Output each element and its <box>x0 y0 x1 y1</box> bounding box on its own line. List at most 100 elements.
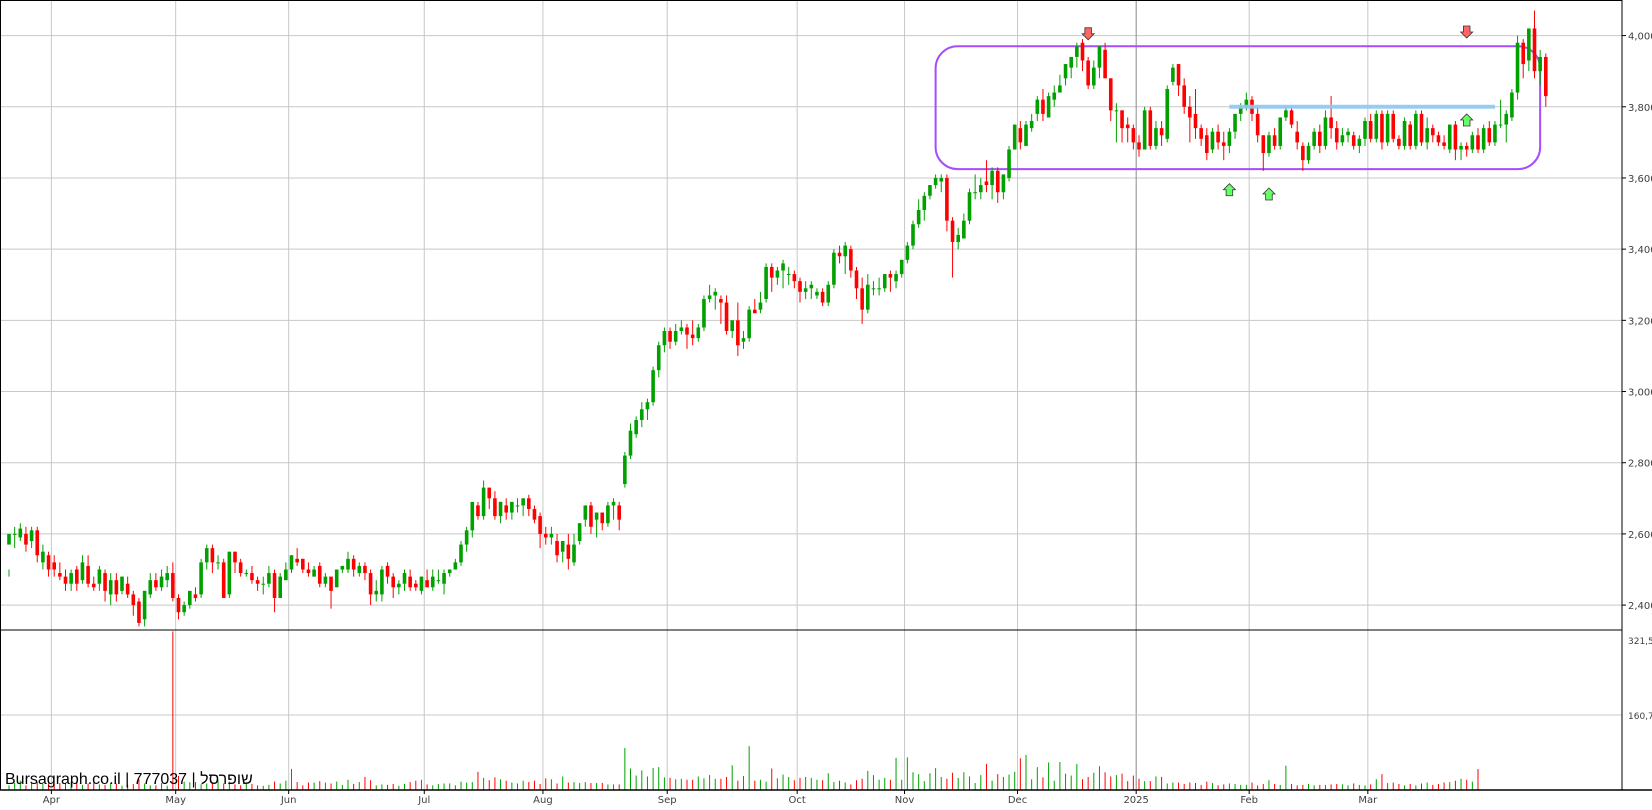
candle <box>244 569 249 577</box>
candle-body <box>1035 99 1040 114</box>
candle-body <box>1515 42 1520 93</box>
candle-body <box>1498 124 1503 126</box>
price-tick-label: 2,400 <box>1628 601 1652 612</box>
candle <box>1058 74 1062 93</box>
candle-body <box>1346 131 1350 136</box>
candle <box>1527 28 1531 72</box>
candle-body <box>1476 135 1480 150</box>
candle-body <box>86 565 90 584</box>
time-tick-label: Apr <box>43 795 61 806</box>
candle <box>289 555 294 574</box>
candle <box>730 320 734 339</box>
candle <box>1498 99 1503 129</box>
candle-body <box>577 523 582 542</box>
candle <box>459 541 463 566</box>
candle <box>979 177 983 200</box>
candle-body <box>267 573 271 584</box>
candle <box>758 291 763 314</box>
candle <box>1284 106 1288 122</box>
candle <box>510 501 514 520</box>
candle-body <box>436 580 441 582</box>
candle-body <box>973 192 977 194</box>
candle <box>690 320 695 346</box>
candle-body <box>775 270 780 278</box>
candle <box>668 327 672 349</box>
watermark: Bursagraph.co.il | 777037 | שופרסל <box>5 771 253 788</box>
candle <box>899 259 904 278</box>
candle-body <box>1063 64 1068 79</box>
annotations-front <box>1081 25 1495 201</box>
candle <box>967 188 972 225</box>
candle <box>1380 110 1384 150</box>
candle <box>617 501 621 531</box>
candle-body <box>1108 78 1113 111</box>
candle-body <box>210 548 215 563</box>
candle <box>1108 78 1113 122</box>
candle-body <box>769 266 774 278</box>
candle-body <box>498 501 503 517</box>
candle <box>131 590 136 616</box>
candle <box>91 576 96 591</box>
candle-body <box>114 580 119 595</box>
candle-body <box>849 249 853 271</box>
candle-body <box>46 555 51 570</box>
candle <box>188 590 192 609</box>
candle <box>775 266 780 285</box>
candle-body <box>255 580 260 584</box>
candle <box>871 281 876 296</box>
candle <box>560 541 565 563</box>
candle-body <box>250 573 254 581</box>
candle-body <box>1210 131 1215 150</box>
candle <box>357 562 362 577</box>
candle-body <box>1538 56 1542 72</box>
candle <box>1261 135 1266 171</box>
candle <box>312 565 316 577</box>
candle <box>453 558 458 570</box>
candle <box>1103 42 1107 79</box>
candle <box>815 288 819 299</box>
candle-body <box>668 331 672 342</box>
candle <box>1425 117 1429 150</box>
candle-body <box>91 583 96 588</box>
candle-body <box>673 331 678 342</box>
candle <box>385 562 390 584</box>
candle <box>1114 103 1119 143</box>
candle-body <box>962 220 966 239</box>
candle <box>1368 113 1373 143</box>
candle <box>888 270 893 292</box>
candle <box>1227 128 1232 154</box>
candle-body <box>803 288 808 292</box>
candle-body <box>1176 64 1181 86</box>
candle-body <box>52 562 56 570</box>
candle-body <box>233 551 237 563</box>
candle <box>549 526 554 545</box>
candle <box>120 576 124 595</box>
candle-body <box>227 551 232 595</box>
candle-body <box>131 594 136 606</box>
candle-body <box>1391 113 1396 139</box>
candle-body <box>764 266 768 299</box>
candle-body <box>928 185 932 196</box>
candle-body <box>798 281 802 292</box>
candle <box>849 245 853 278</box>
candle-body <box>1323 117 1328 146</box>
candle-body <box>786 274 791 276</box>
candle <box>142 590 147 627</box>
candle <box>769 263 774 292</box>
candle-body <box>1052 92 1057 100</box>
candle-body <box>1024 124 1028 146</box>
candle <box>1131 124 1136 150</box>
candle-body <box>1340 135 1345 143</box>
candle-body <box>414 583 418 588</box>
candle-body <box>188 590 192 606</box>
candle-body <box>809 284 814 289</box>
candle-body <box>1419 113 1424 143</box>
candle <box>832 249 836 289</box>
candle <box>1272 128 1277 150</box>
candle <box>1363 117 1367 146</box>
candle <box>1176 64 1181 97</box>
candle-body <box>1103 49 1107 79</box>
grid <box>0 0 1622 790</box>
candle <box>278 573 282 598</box>
candle-body <box>549 533 554 538</box>
